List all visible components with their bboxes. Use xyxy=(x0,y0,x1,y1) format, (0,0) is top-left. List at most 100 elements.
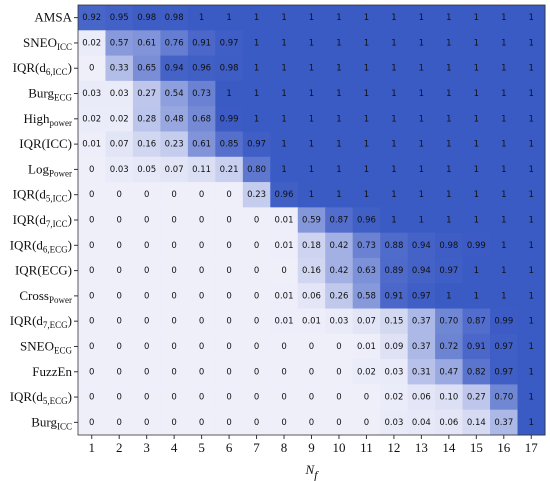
cell-label: 0 xyxy=(199,291,204,301)
x-tick-label: 4 xyxy=(171,440,178,455)
y-tick-label: LogPower xyxy=(28,161,72,178)
cell-label: 1 xyxy=(501,241,506,251)
cell-label: 0.37 xyxy=(494,418,513,428)
cell xyxy=(517,283,546,310)
cell-label: 1 xyxy=(501,266,506,276)
cell xyxy=(435,156,464,183)
cell-label: 1 xyxy=(474,140,479,150)
cell xyxy=(78,5,106,31)
cell-label: 0 xyxy=(226,418,231,428)
cell xyxy=(270,308,299,335)
cell-label: 1 xyxy=(474,291,479,301)
cell-label: 1 xyxy=(391,13,396,23)
cell-label: 0 xyxy=(226,317,231,327)
cell xyxy=(380,55,409,82)
cell xyxy=(270,5,299,31)
cell xyxy=(407,5,436,31)
cell xyxy=(435,207,464,234)
cell-label: 1 xyxy=(336,114,341,124)
y-tick-label-main: AMSA xyxy=(34,10,72,25)
cell-label: 1 xyxy=(364,190,369,200)
cell xyxy=(270,131,299,158)
cell xyxy=(187,80,216,107)
cell-label: 1 xyxy=(391,89,396,99)
cell xyxy=(325,131,354,158)
cell-label: 1 xyxy=(529,367,534,377)
cell xyxy=(462,80,491,107)
cell xyxy=(105,30,134,57)
cell-label: 0.59 xyxy=(302,216,321,226)
cell-label: 1 xyxy=(501,89,506,99)
cell xyxy=(462,156,491,183)
cell-label: 1 xyxy=(419,190,424,200)
cell xyxy=(78,384,106,411)
y-tick-label: BurgICC xyxy=(31,414,72,431)
cell xyxy=(325,308,354,335)
y-tick-label-after: ) xyxy=(68,389,72,404)
cell-label: 0.10 xyxy=(439,393,458,403)
cell xyxy=(187,308,216,335)
cell-label: 1 xyxy=(501,140,506,150)
cell xyxy=(462,182,491,208)
cell-label: 1 xyxy=(529,38,534,48)
cell-label: 0 xyxy=(171,393,176,403)
cell xyxy=(380,384,409,411)
cell-label: 0 xyxy=(171,216,176,226)
y-tick-label: FuzzEn xyxy=(32,364,72,379)
cell xyxy=(380,182,409,208)
cell-label: 0 xyxy=(89,216,94,226)
x-tick-label: 14 xyxy=(442,440,456,455)
cell-label: 0 xyxy=(144,393,149,403)
x-tick-label: 3 xyxy=(143,440,150,455)
cell-label: 0.07 xyxy=(165,165,184,175)
cell-label: 0 xyxy=(364,418,369,428)
cell-label: 1 xyxy=(529,317,534,327)
cell-label: 1 xyxy=(364,114,369,124)
cell-label: 0 xyxy=(226,342,231,352)
cell-label: 1 xyxy=(309,64,314,74)
cell xyxy=(325,257,354,284)
cell-label: 0.23 xyxy=(247,190,266,200)
cell xyxy=(78,131,106,158)
cell xyxy=(462,333,491,360)
cell-label: 1 xyxy=(446,38,451,48)
cell xyxy=(325,106,354,132)
cell xyxy=(105,384,134,411)
cell xyxy=(325,182,354,208)
cell xyxy=(490,131,519,158)
cell xyxy=(215,80,244,107)
cell xyxy=(352,232,381,259)
cell-label: 0.01 xyxy=(275,317,294,327)
cell xyxy=(160,5,189,31)
cell xyxy=(517,156,546,183)
cell xyxy=(270,257,299,284)
cell-label: 0.04 xyxy=(412,418,431,428)
y-tick-label-sub: ICC xyxy=(57,42,72,52)
cell-label: 0 xyxy=(144,418,149,428)
cell xyxy=(160,283,189,310)
cell-label: 1 xyxy=(501,291,506,301)
cell xyxy=(325,80,354,107)
cell-label: 0 xyxy=(116,190,121,200)
cell xyxy=(132,384,161,411)
cell-label: 0 xyxy=(199,367,204,377)
cell xyxy=(105,55,134,82)
cell-label: 0 xyxy=(309,367,314,377)
cell xyxy=(105,359,134,385)
cell-label: 0 xyxy=(89,393,94,403)
cell xyxy=(517,257,546,284)
cell xyxy=(435,232,464,259)
cell xyxy=(490,333,519,360)
cell-label: 1 xyxy=(336,140,341,150)
y-tick-label-main: IQR(d xyxy=(13,212,47,227)
cell-label: 0 xyxy=(116,342,121,352)
cell xyxy=(215,333,244,360)
cell-label: 0.07 xyxy=(357,317,376,327)
cell-label: 0.73 xyxy=(357,241,376,251)
cell xyxy=(132,232,161,259)
cell xyxy=(380,333,409,360)
cell-label: 0 xyxy=(89,64,94,74)
y-tick-label: SNEOICC xyxy=(23,35,72,52)
cell-label: 1 xyxy=(364,38,369,48)
cell xyxy=(352,283,381,310)
